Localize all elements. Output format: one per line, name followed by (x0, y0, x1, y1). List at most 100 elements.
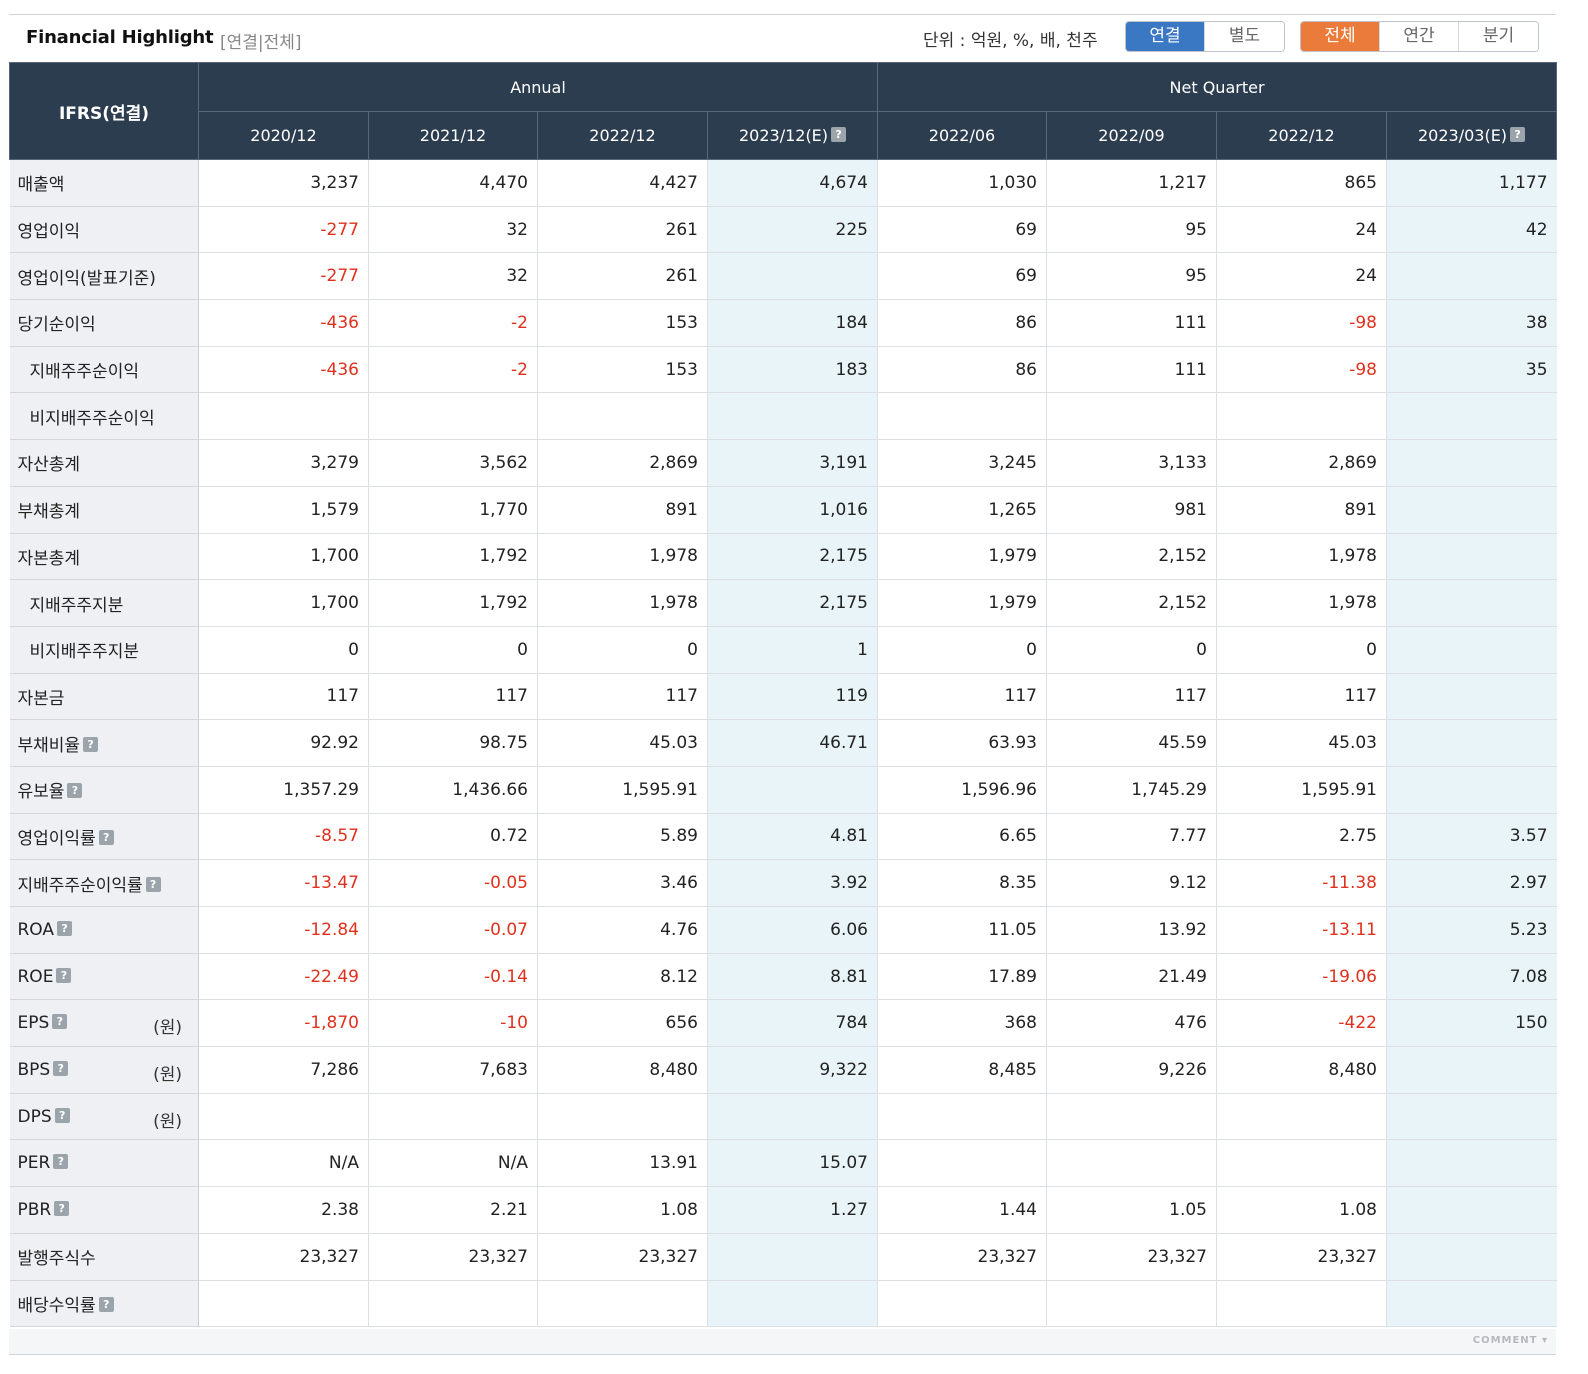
table-cell: 86 (877, 346, 1047, 394)
unit-label: 단위 : 억원, %, 배, 천주 (923, 31, 1098, 51)
help-icon[interactable]: ? (98, 1296, 114, 1312)
row-header: DPS? (원) (9, 1093, 199, 1141)
row-label: 자산총계 (17, 455, 81, 476)
table-cell: -0.07 (368, 906, 538, 954)
help-icon[interactable]: ? (53, 1154, 69, 1170)
help-icon[interactable]: ? (98, 829, 114, 845)
help-icon[interactable]: ? (54, 1107, 70, 1123)
table-cell: 1,596.96 (877, 766, 1047, 814)
row-header: BPS? (원) (9, 1046, 199, 1094)
table-cell: 1,700 (198, 579, 369, 627)
table-cell (1386, 626, 1557, 674)
table-cell: 1,770 (368, 486, 538, 534)
row-label: 유보율 (17, 782, 65, 803)
help-icon[interactable]: ? (1510, 127, 1526, 142)
table-cell: 23,327 (198, 1233, 369, 1281)
table-cell: 1 (707, 626, 878, 674)
help-icon[interactable]: ? (145, 876, 161, 892)
table-cell: 1.44 (877, 1186, 1047, 1234)
column-header: 2022/12 (1216, 111, 1387, 160)
column-header-label: 2022/06 (928, 126, 996, 145)
table-cell: 95 (1046, 252, 1217, 301)
table-cell: -19.06 (1216, 953, 1387, 1001)
help-icon[interactable]: ? (831, 127, 847, 142)
row-label: 지배주주순이익 (29, 362, 139, 383)
table-cell: 21.49 (1046, 953, 1217, 1001)
table-cell: 6.06 (707, 906, 878, 954)
table-cell (1216, 1139, 1387, 1188)
table-cell (1046, 392, 1217, 441)
column-header-label: 2022/12 (1268, 126, 1335, 145)
scope-consolidated-button[interactable]: 연결 (1126, 22, 1205, 51)
table-cell: -13.47 (198, 859, 369, 907)
help-icon[interactable]: ? (52, 1014, 68, 1030)
table-cell: 1.08 (537, 1186, 708, 1234)
table-cell (198, 1280, 369, 1328)
period-quarter-button[interactable]: 분기 (1459, 22, 1538, 51)
table-row: 영업이익(발표기준) -277 32 261 69 95 24 (9, 252, 1557, 301)
row-label: 매출액 (17, 175, 65, 196)
table-cell (1386, 533, 1557, 581)
table-cell: 7,286 (198, 1046, 369, 1094)
row-unit-label: (원) (153, 1111, 182, 1132)
table-cell: -0.05 (368, 859, 538, 907)
table-cell: 5.89 (537, 813, 708, 861)
table-cell: 3,279 (198, 439, 369, 487)
table-cell (707, 252, 878, 301)
row-header: 부채총계 (9, 486, 199, 534)
help-icon[interactable]: ? (53, 1060, 69, 1076)
table-cell: -11.38 (1216, 859, 1387, 907)
row-header: 매출액 (9, 159, 199, 207)
table-cell: 1,595.91 (537, 766, 708, 814)
table-cell: 4,470 (368, 159, 538, 207)
row-label: 영업이익(발표기준) (17, 268, 156, 289)
table-row: 부채비율? 92.92 98.75 45.03 46.71 63.93 45.59 45.03 (9, 719, 1557, 767)
table-cell: 8.35 (877, 859, 1047, 907)
row-unit-label: (원) (153, 1018, 182, 1039)
table-cell: 0 (537, 626, 708, 674)
table-cell: 0 (368, 626, 538, 674)
scope-toggle-group: 연결 별도 (1125, 21, 1285, 52)
column-header: 2023/03(E)? (1385, 111, 1558, 160)
table-cell: 15.07 (707, 1139, 878, 1188)
table-cell: 2,869 (537, 439, 708, 487)
column-header: 2022/06 (877, 111, 1047, 160)
comment-toggle[interactable]: COMMENT ▾ (1472, 1335, 1548, 1346)
table-cell: 9,322 (707, 1046, 878, 1094)
table-cell (368, 1093, 538, 1141)
row-label: 영업이익 (17, 222, 81, 243)
help-icon[interactable]: ? (83, 736, 99, 752)
table-cell: -277 (198, 206, 369, 254)
period-all-button[interactable]: 전체 (1301, 22, 1380, 51)
row-header: 당기순이익 (9, 299, 199, 347)
table-row: PBR? 2.38 2.21 1.08 1.27 1.44 1.05 1.08 (9, 1186, 1557, 1234)
table-cell: 784 (707, 999, 878, 1048)
help-icon[interactable]: ? (54, 1200, 70, 1216)
table-cell: 24 (1216, 252, 1387, 301)
table-row: 자본총계 1,700 1,792 1,978 2,175 1,979 2,152 1,978 (9, 533, 1557, 581)
table-cell: 0.72 (368, 813, 538, 861)
table-cell (1386, 1093, 1557, 1141)
table-row: 자본금 117 117 117 119 117 117 117 (9, 673, 1557, 721)
table-cell: 1,978 (1216, 579, 1387, 627)
table-cell: 1,745.29 (1046, 766, 1217, 814)
scope-separate-button[interactable]: 별도 (1205, 22, 1284, 51)
row-header: 영업이익 (9, 206, 199, 254)
period-annual-button[interactable]: 연간 (1380, 22, 1459, 51)
help-icon[interactable]: ? (56, 967, 72, 983)
row-header: ROE? (9, 953, 199, 1001)
table-cell: -98 (1216, 346, 1387, 394)
table-cell: 184 (707, 299, 878, 347)
table-cell: 17.89 (877, 953, 1047, 1001)
table-row: 자산총계 3,279 3,562 2,869 3,191 3,245 3,133 2,869 (9, 439, 1557, 487)
help-icon[interactable]: ? (57, 920, 73, 936)
table-cell (1046, 1280, 1217, 1328)
row-label: PER (17, 1153, 51, 1174)
table-row: ROE? -22.49 -0.14 8.12 8.81 17.89 21.49 -19.06 7… (9, 953, 1557, 1001)
table-cell: 11.05 (877, 906, 1047, 954)
help-icon[interactable]: ? (67, 783, 83, 799)
table-cell (1386, 392, 1557, 441)
row-header: ROA? (9, 906, 199, 954)
table-cell (1386, 486, 1557, 534)
row-unit-label: (원) (153, 1065, 182, 1086)
